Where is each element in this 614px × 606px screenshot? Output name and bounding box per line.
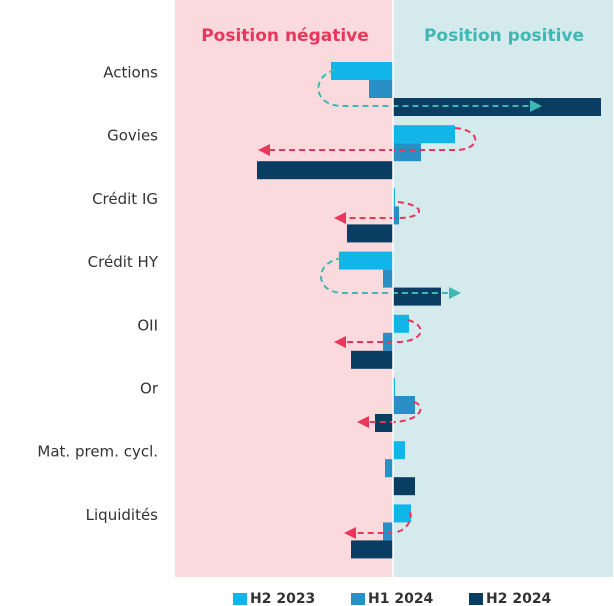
bar: [393, 188, 395, 207]
bar: [257, 161, 393, 180]
arrowhead: [344, 527, 356, 539]
category-label: Mat. prem. cycl.: [37, 443, 158, 461]
negative-label: Position négative: [201, 26, 369, 46]
category-label: Crédit IG: [92, 190, 158, 208]
bar: [393, 504, 411, 523]
arrow: [317, 69, 532, 107]
bar: [393, 206, 399, 225]
arrows: [258, 69, 542, 539]
arrow: [344, 319, 422, 343]
bar: [351, 540, 393, 559]
bar: [385, 459, 393, 478]
positive-label: Position positive: [424, 26, 584, 46]
bar: [393, 143, 421, 162]
arrowhead: [357, 416, 369, 428]
arrowhead: [258, 144, 270, 156]
bar: [393, 477, 415, 496]
category-label: OII: [137, 316, 158, 334]
bar: [383, 269, 393, 288]
bar: [339, 251, 393, 270]
category-label: Govies: [107, 127, 158, 145]
legend-label: H1 2024: [368, 591, 434, 606]
arrowhead: [334, 212, 346, 224]
category-label: Actions: [103, 64, 158, 82]
category-label: Or: [140, 380, 159, 398]
bar: [393, 287, 441, 306]
category-label: Crédit HY: [88, 253, 159, 271]
bar: [393, 378, 395, 396]
bar: [351, 350, 393, 369]
negative-zone: [175, 0, 393, 577]
legend-swatch: [233, 593, 247, 605]
bar: [393, 314, 409, 333]
arrowhead: [449, 287, 461, 299]
legend-swatch: [351, 593, 365, 605]
legend-label: H2 2023: [250, 591, 315, 606]
category-label: Liquidités: [86, 506, 159, 524]
bar: [393, 125, 455, 144]
arrowhead: [530, 100, 542, 112]
bar: [331, 62, 393, 80]
arrow: [344, 201, 420, 219]
bar: [383, 522, 393, 541]
bar: [393, 441, 405, 460]
legend-swatch: [469, 593, 483, 605]
arrow: [354, 511, 412, 534]
bar: [369, 80, 393, 98]
arrow: [367, 401, 422, 423]
arrow: [320, 257, 450, 294]
legend-label: H2 2024: [486, 591, 552, 606]
bar: [347, 224, 393, 243]
arrowhead: [334, 336, 346, 348]
bar: [393, 396, 415, 414]
